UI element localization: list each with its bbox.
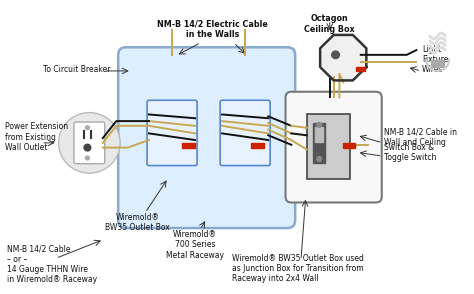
Text: Wiremold®
BW35 Outlet Box: Wiremold® BW35 Outlet Box xyxy=(105,213,170,232)
FancyBboxPatch shape xyxy=(285,92,382,203)
Text: Wiremold®
700 Series
Metal Raceway: Wiremold® 700 Series Metal Raceway xyxy=(166,230,224,260)
Circle shape xyxy=(59,113,120,173)
Circle shape xyxy=(317,157,322,161)
Circle shape xyxy=(84,144,91,151)
Text: Wiremold® BW35 Outlet Box used
as Junction Box for Transition from
Raceway into : Wiremold® BW35 Outlet Box used as Juncti… xyxy=(232,254,364,283)
Circle shape xyxy=(317,123,322,127)
FancyBboxPatch shape xyxy=(147,100,197,166)
Circle shape xyxy=(332,51,339,59)
Bar xyxy=(313,123,325,163)
Text: To Circuit Breaker: To Circuit Breaker xyxy=(43,65,110,74)
Polygon shape xyxy=(320,35,366,81)
Text: NM-B 14/2 Cable in
Wall and Ceiling: NM-B 14/2 Cable in Wall and Ceiling xyxy=(383,128,456,147)
Bar xyxy=(182,143,195,148)
Text: NM-B 14/2 Cable
– or –
14 Gauge THHN Wire
in Wiremold® Raceway: NM-B 14/2 Cable – or – 14 Gauge THHN Wir… xyxy=(7,244,97,284)
Text: Octagon
Ceiling Box: Octagon Ceiling Box xyxy=(304,14,355,34)
Text: Light
Fixture
Wires: Light Fixture Wires xyxy=(422,45,448,74)
Text: Switch Box &
Toggle Switch: Switch Box & Toggle Switch xyxy=(383,143,436,162)
FancyBboxPatch shape xyxy=(220,100,270,166)
Bar xyxy=(251,143,264,148)
Bar xyxy=(307,114,350,179)
Circle shape xyxy=(85,156,89,160)
Text: Power Extension
from Existing
Wall Outlet: Power Extension from Existing Wall Outle… xyxy=(5,122,68,152)
Bar xyxy=(431,60,444,67)
FancyBboxPatch shape xyxy=(74,122,105,164)
Bar xyxy=(356,67,365,71)
FancyBboxPatch shape xyxy=(118,47,295,228)
Bar xyxy=(343,143,355,148)
Circle shape xyxy=(85,126,89,130)
Text: NM-B 14/2 Electric Cable
in the Walls: NM-B 14/2 Electric Cable in the Walls xyxy=(157,19,268,39)
Bar xyxy=(315,127,323,142)
